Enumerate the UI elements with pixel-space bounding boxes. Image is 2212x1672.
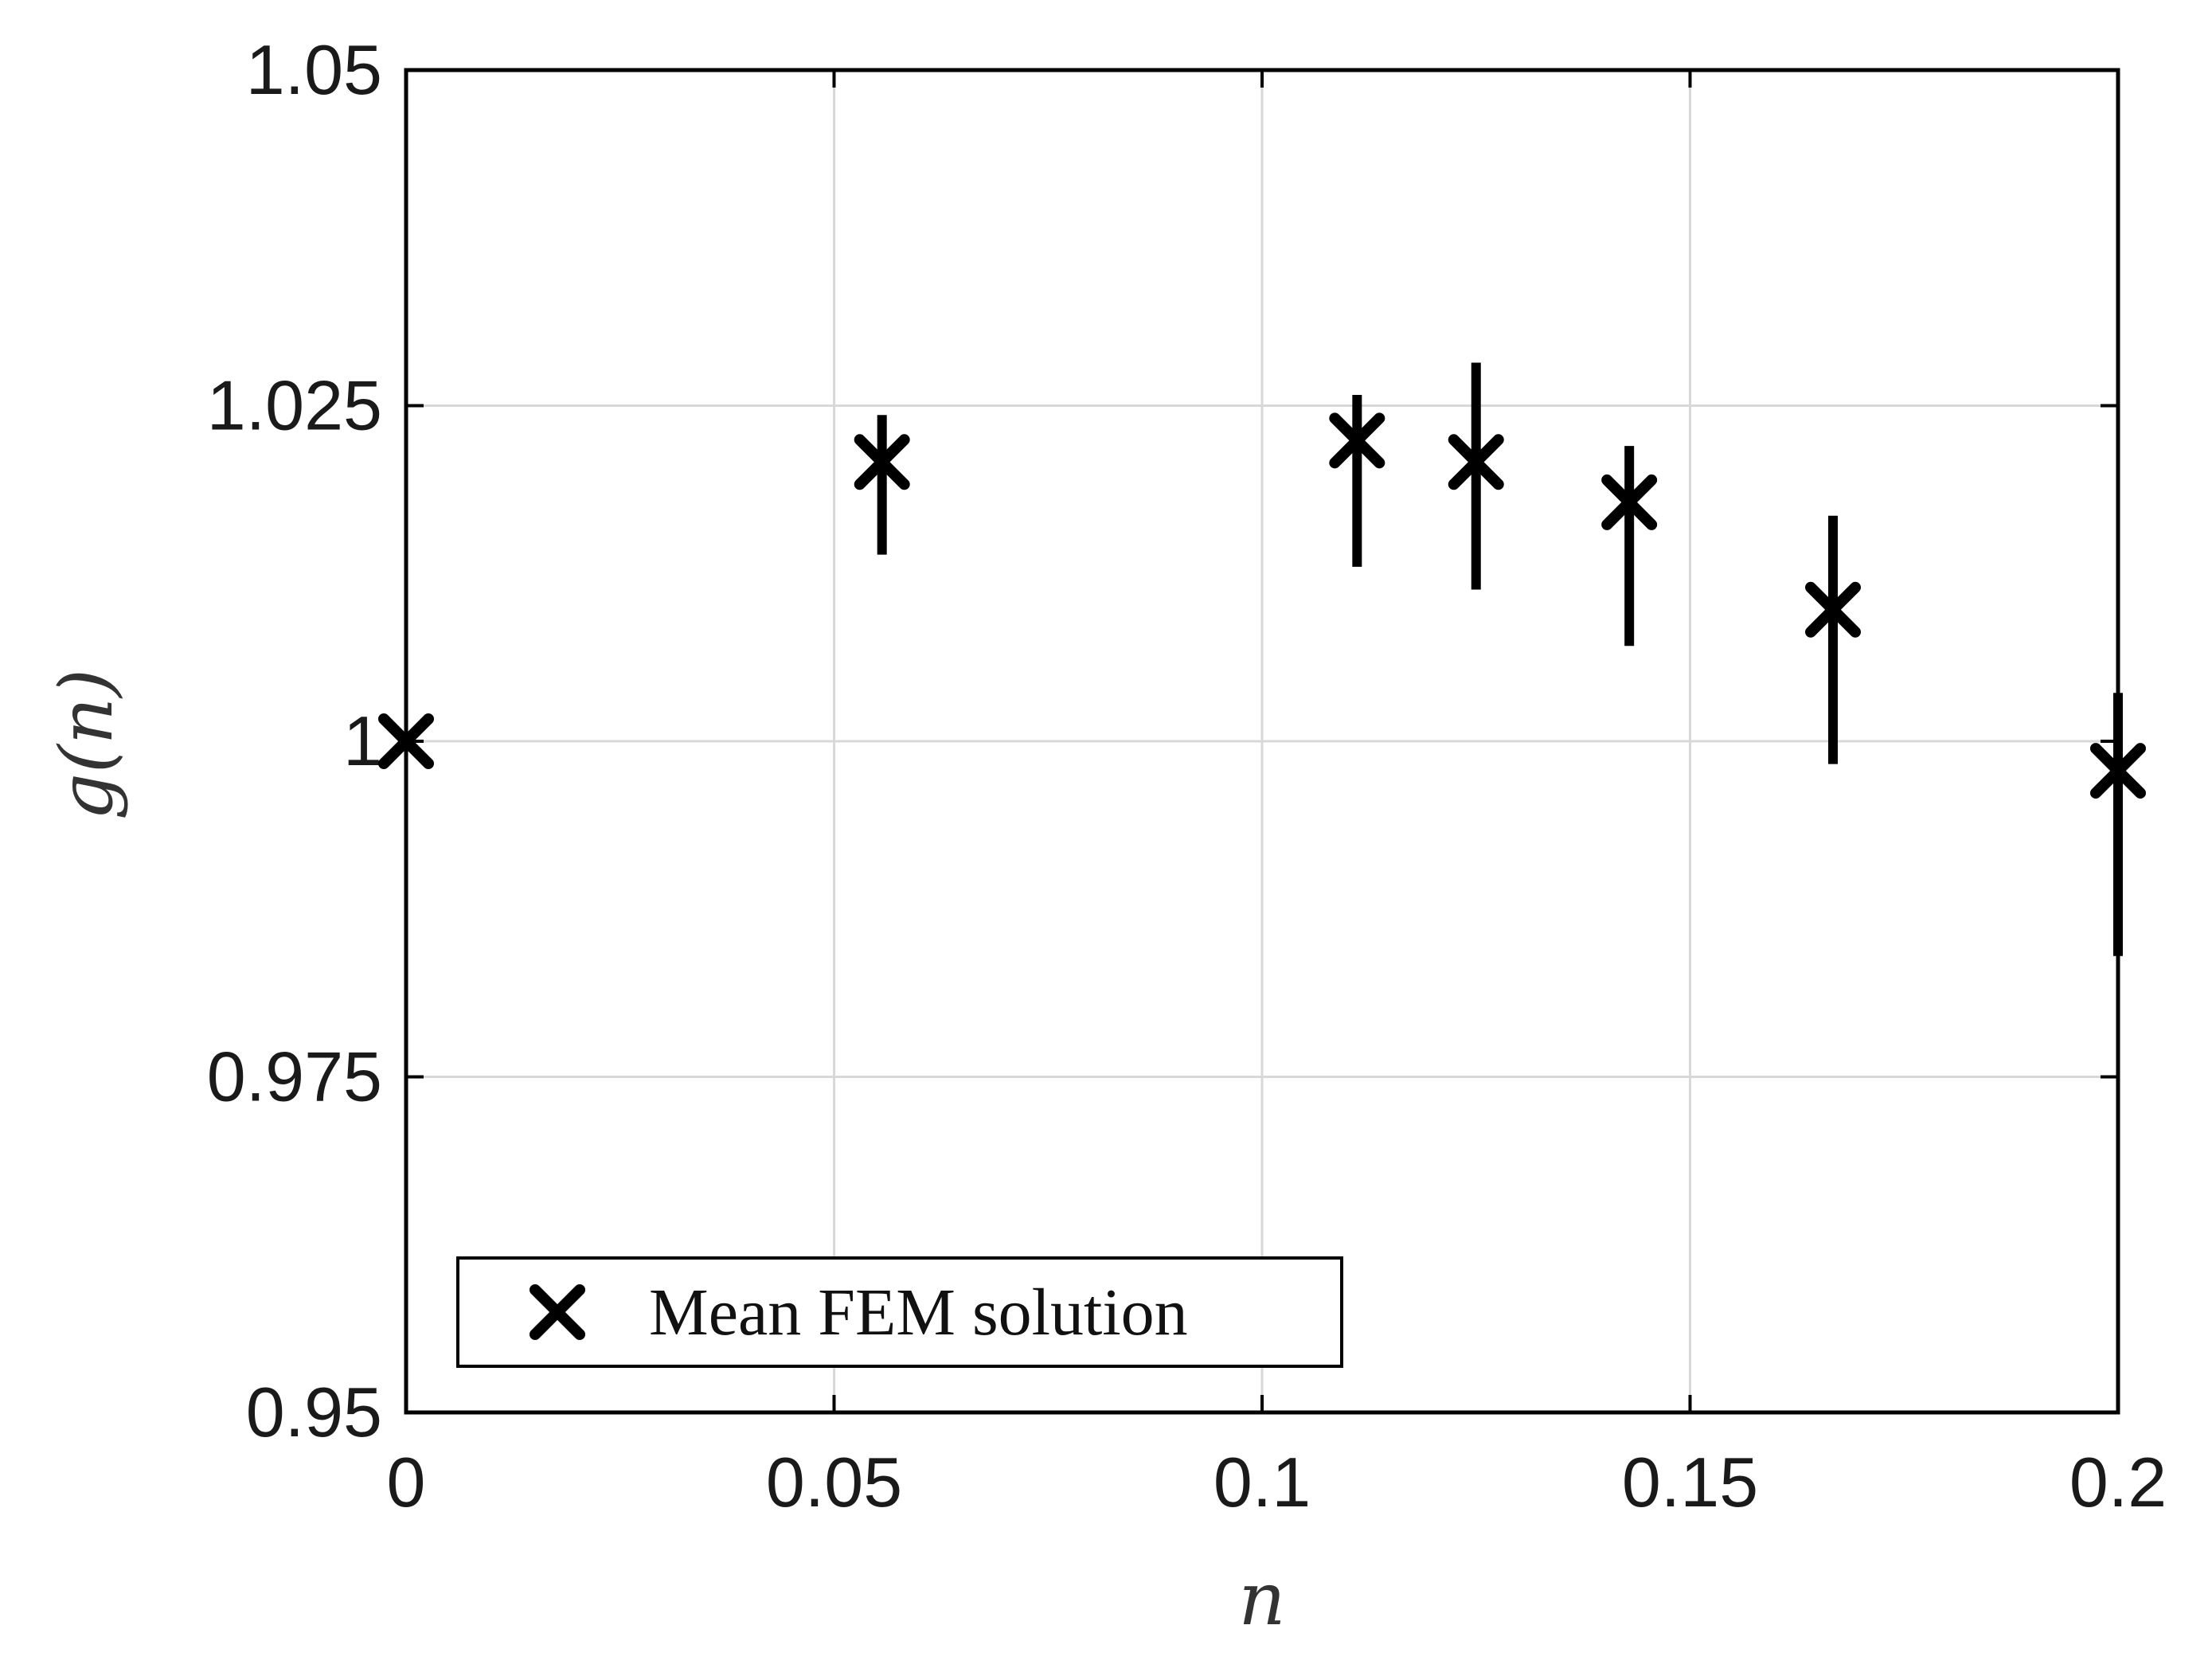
data-point-marker [1601, 474, 1658, 530]
x-tick-labels: 0 0.05 0.1 0.15 0.2 [387, 1443, 2167, 1522]
legend-box [456, 1256, 1343, 1368]
x-tick-label: 0.05 [766, 1443, 902, 1522]
x-tick-label: 0.1 [1213, 1443, 1311, 1522]
data-point-marker [854, 434, 910, 490]
y-tick-labels: 0.95 0.975 1 1.025 1.05 [207, 30, 382, 1451]
y-tick-label: 1.05 [246, 30, 382, 109]
x-axis-label: n [1238, 1557, 1285, 1642]
grid [406, 70, 2118, 1412]
data-point-marker [1805, 581, 1862, 638]
y-axis-label: g(n) [44, 669, 129, 820]
y-tick-label: 0.975 [207, 1037, 382, 1116]
x-tick-label: 0.2 [2069, 1443, 2167, 1522]
legend: Mean FEM solution [456, 1256, 1343, 1368]
y-tick-label: 1 [343, 701, 382, 780]
data-markers [378, 412, 2146, 799]
error-bars [877, 362, 2123, 956]
data-point-marker [1329, 412, 1385, 469]
legend-marker-icon [530, 1284, 585, 1340]
x-tick-label: 0 [387, 1443, 426, 1522]
x-tick-label: 0.15 [1622, 1443, 1758, 1522]
data-point-marker [378, 713, 434, 769]
data-point-marker [1448, 434, 1504, 490]
y-tick-label: 0.95 [246, 1373, 382, 1451]
data-point-marker [2090, 743, 2146, 799]
legend-label: Mean FEM solution [649, 1275, 1188, 1350]
y-tick-label: 1.025 [207, 366, 382, 445]
